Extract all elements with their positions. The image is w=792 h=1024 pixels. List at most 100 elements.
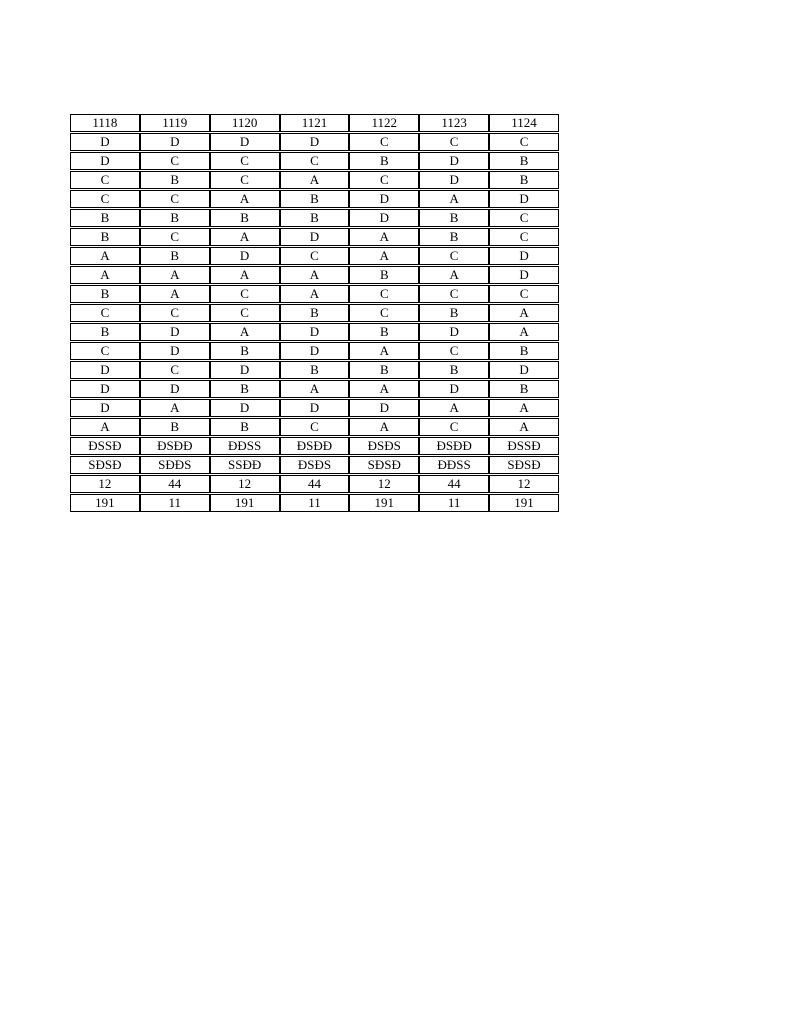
answer-cell: B (70, 209, 140, 227)
answer-cell: D (419, 380, 490, 398)
answer-cell: D (209, 133, 280, 151)
answer-cell: A (349, 418, 420, 436)
answer-cell: A (279, 380, 350, 398)
answer-cell: D (279, 342, 350, 360)
answer-cell: C (70, 171, 140, 189)
answer-cell: A (279, 266, 350, 284)
answer-cell: C (489, 285, 559, 303)
answer-cell: D (279, 133, 350, 151)
answer-cell: C (419, 342, 490, 360)
answer-cell: C (70, 342, 140, 360)
answer-cell: B (209, 418, 280, 436)
column-header: 1124 (489, 114, 559, 132)
answer-cell: 191 (349, 494, 420, 512)
answer-cell: ĐĐSS (209, 437, 280, 455)
answer-cell: B (139, 209, 210, 227)
table-row: 12 44 12 44 12 44 12 (70, 475, 559, 493)
answer-cell: ĐSĐS (279, 456, 350, 474)
answer-cell: B (279, 209, 350, 227)
answer-cell: D (209, 399, 280, 417)
answer-cell: A (139, 266, 210, 284)
answer-cell: C (349, 285, 420, 303)
answer-cell: D (349, 399, 420, 417)
answer-cell: 11 (139, 494, 210, 512)
answer-cell: B (139, 171, 210, 189)
column-header: 1123 (419, 114, 490, 132)
answer-cell: D (489, 361, 559, 379)
answer-cell: 44 (279, 475, 350, 493)
answer-cell: ĐĐSS (419, 456, 490, 474)
answer-cell: C (419, 285, 490, 303)
answer-cell: B (419, 304, 490, 322)
answer-cell: C (489, 133, 559, 151)
answer-cell: B (70, 285, 140, 303)
answer-cell: D (489, 266, 559, 284)
answer-cell: B (70, 323, 140, 341)
answer-cell: D (279, 399, 350, 417)
answer-cell: B (349, 361, 420, 379)
answer-cell: B (349, 266, 420, 284)
answer-cell: C (419, 247, 490, 265)
answer-cell: C (489, 209, 559, 227)
answer-cell: SĐSĐ (349, 456, 420, 474)
answer-cell: A (419, 399, 490, 417)
answer-cell: C (349, 304, 420, 322)
table-header-row: 1118 1119 1120 1121 1122 1123 1124 (70, 114, 559, 132)
answer-cell: C (489, 228, 559, 246)
answer-cell: C (70, 190, 140, 208)
answer-cell: C (279, 418, 350, 436)
answer-cell: 12 (489, 475, 559, 493)
answer-cell: D (70, 133, 140, 151)
answer-cell: B (349, 152, 420, 170)
answer-cell: A (70, 418, 140, 436)
answer-cell: B (139, 418, 210, 436)
answer-cell: ĐSĐĐ (279, 437, 350, 455)
answer-cell: A (70, 247, 140, 265)
answer-cell: A (209, 266, 280, 284)
table-row: 191 11 191 11 191 11 191 (70, 494, 559, 512)
answer-cell: B (419, 228, 490, 246)
answer-cell: B (419, 209, 490, 227)
answer-cell: SSĐĐ (209, 456, 280, 474)
answer-cell: D (70, 152, 140, 170)
answer-cell: 12 (209, 475, 280, 493)
answer-cell: C (70, 304, 140, 322)
answer-cell: 11 (419, 494, 490, 512)
answer-cell: D (139, 380, 210, 398)
column-header: 1122 (349, 114, 420, 132)
answer-cell: D (419, 152, 490, 170)
answer-cell: B (489, 152, 559, 170)
column-header: 1119 (139, 114, 210, 132)
answer-cell: C (349, 171, 420, 189)
answer-cell: ĐSĐĐ (139, 437, 210, 455)
table-header-group: 1118 1119 1120 1121 1122 1123 1124 (70, 114, 559, 132)
answer-cell: ĐSĐĐ (419, 437, 490, 455)
answer-cell: D (349, 190, 420, 208)
answer-cell: D (139, 133, 210, 151)
answer-cell: 191 (489, 494, 559, 512)
answer-cell: C (139, 190, 210, 208)
answer-cell: D (279, 323, 350, 341)
answer-cell: A (349, 228, 420, 246)
answer-cell: C (349, 133, 420, 151)
answer-cell: 191 (70, 494, 140, 512)
answer-cell: A (489, 304, 559, 322)
answer-cell: D (419, 323, 490, 341)
answer-cell: ĐSSĐ (70, 437, 140, 455)
answer-cell: C (139, 304, 210, 322)
answer-cell: D (209, 361, 280, 379)
answer-cell: C (139, 152, 210, 170)
answer-cell: A (209, 228, 280, 246)
answer-cell: SĐĐS (139, 456, 210, 474)
